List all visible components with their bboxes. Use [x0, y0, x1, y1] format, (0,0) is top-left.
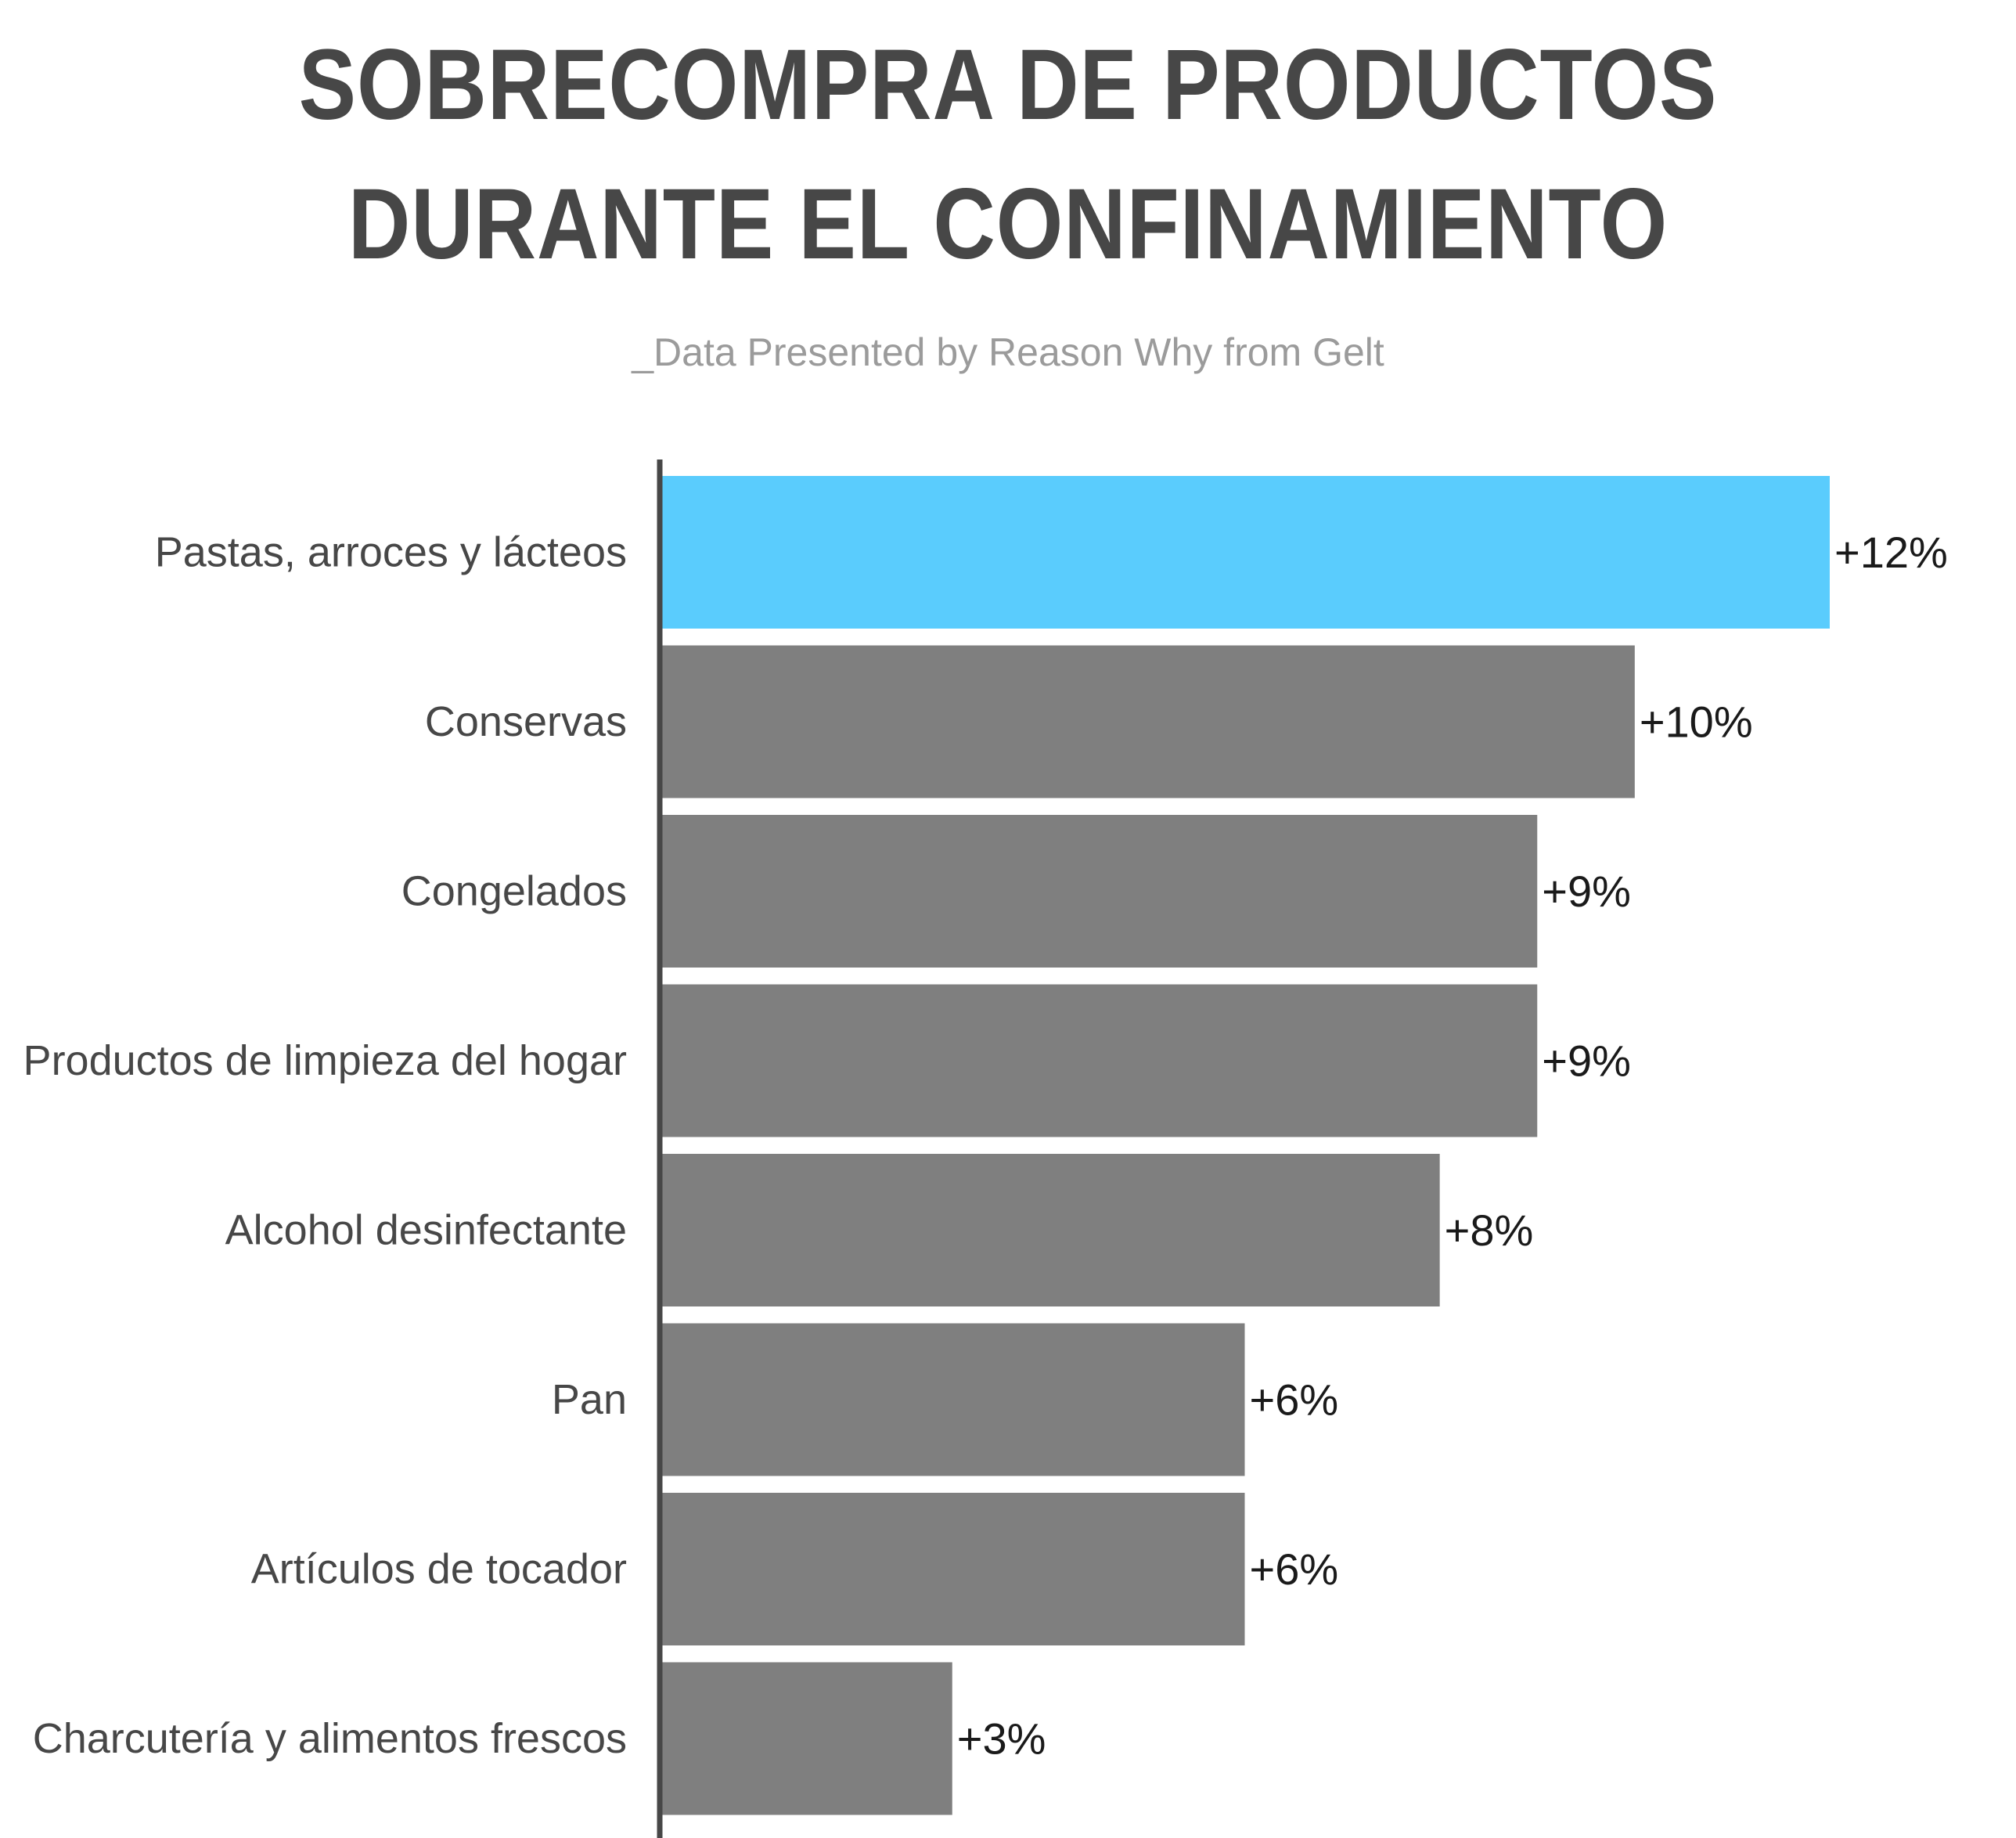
chart-title-line-1: SOBRECOMPRA DE PRODUCTOS	[298, 29, 1718, 141]
bar-3	[660, 984, 1538, 1137]
category-label-2: Congelados	[401, 868, 627, 915]
category-label-0: Pastas, arroces y lácteos	[155, 529, 627, 576]
bar-0	[660, 476, 1830, 629]
value-label-6: +6%	[1250, 1544, 1339, 1594]
category-label-3: Productos de limpieza del hogar	[23, 1037, 627, 1084]
labels-layer: Pastas, arroces y lácteos +12% Conservas +1…	[23, 528, 1948, 1764]
value-label-7: +3%	[957, 1714, 1046, 1764]
chart-subtitle: _Data Presented by Reason Why from Gelt	[632, 330, 1384, 374]
bar-5	[660, 1323, 1245, 1476]
bar-2	[660, 815, 1538, 968]
value-label-1: +10%	[1640, 697, 1753, 747]
chart-title-line-2: DURANTE EL CONFINAMIENTO	[347, 168, 1669, 280]
bar-1	[660, 645, 1635, 798]
value-label-4: +8%	[1445, 1206, 1534, 1255]
value-label-3: +9%	[1542, 1036, 1631, 1086]
bar-6	[660, 1493, 1245, 1645]
category-label-7: Charcutería y alimentos frescos	[33, 1715, 627, 1762]
bar-4	[660, 1154, 1440, 1306]
value-label-2: +9%	[1542, 867, 1631, 916]
category-label-5: Pan	[552, 1376, 627, 1423]
category-label-6: Artículos de tocador	[251, 1546, 627, 1593]
value-label-0: +12%	[1834, 528, 1948, 577]
chart-title: SOBRECOMPRA DE PRODUCTOS DURANTE EL CONF…	[141, 16, 1874, 294]
bars-layer	[660, 476, 1830, 1815]
category-label-4: Alcohol desinfectante	[225, 1207, 627, 1254]
category-label-1: Conservas	[425, 698, 627, 745]
bar-7	[660, 1662, 952, 1815]
value-label-5: +6%	[1250, 1375, 1339, 1425]
